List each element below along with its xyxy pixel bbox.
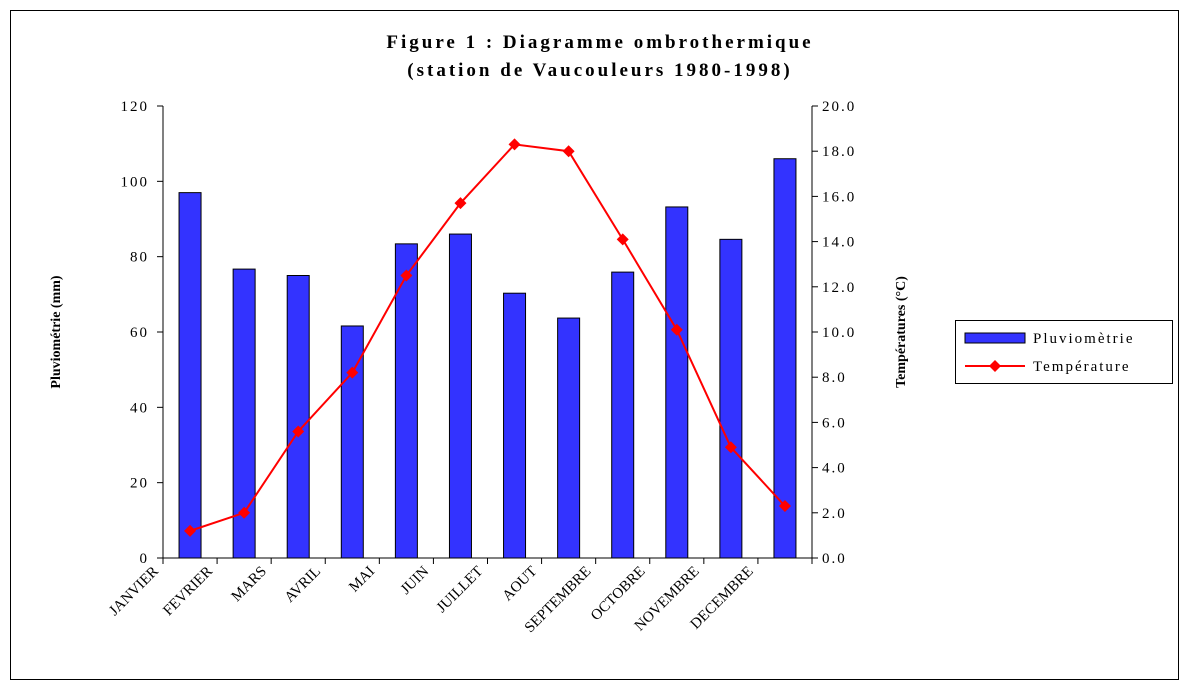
y2-tick-label: 0.0 — [822, 551, 847, 567]
y2-tick-label: 14.0 — [822, 235, 856, 251]
marker — [724, 441, 737, 454]
bar — [448, 233, 472, 559]
marker — [184, 524, 197, 537]
marker — [454, 197, 467, 210]
y-tick-label: 100 — [121, 174, 150, 190]
marker — [670, 323, 683, 336]
y2-tick-label: 16.0 — [822, 189, 856, 205]
marker — [616, 233, 629, 246]
x-tick-label: AOUT — [500, 564, 541, 605]
legend-swatch — [964, 332, 1026, 344]
bar — [232, 268, 256, 559]
x-tick-label: JANVIER — [106, 564, 162, 620]
x-tick-label: AVRIL — [282, 564, 324, 606]
y-tick-label: 40 — [130, 400, 149, 416]
y-tick-label: 60 — [130, 325, 149, 341]
y2-tick-label: 20.0 — [822, 99, 856, 115]
chart-title: Figure 1 : Diagramme ombrothermique — [386, 32, 813, 53]
marker — [400, 269, 413, 282]
x-tick-label: MARS — [229, 564, 270, 605]
legend-label: Pluviomètrie — [1033, 331, 1135, 347]
y-axis-label: Pluviométrie (mm) — [49, 275, 64, 388]
y2-tick-label: 2.0 — [822, 506, 847, 522]
legend-marker — [989, 360, 1001, 372]
bar — [178, 192, 202, 559]
y-tick-label: 0 — [140, 551, 150, 567]
y2-axis-label: Températures (°C) — [894, 276, 909, 388]
legend-label: Température — [1033, 359, 1131, 375]
x-tick-label: FEVRIER — [160, 564, 216, 620]
y-tick-label: 20 — [130, 476, 149, 492]
bar — [773, 158, 797, 559]
x-tick-label: JUIN — [398, 563, 432, 597]
y2-tick-label: 6.0 — [822, 415, 847, 431]
y2-tick-label: 18.0 — [822, 144, 856, 160]
y2-tick-label: 12.0 — [822, 280, 856, 296]
marker — [292, 425, 305, 438]
y2-tick-label: 10.0 — [822, 325, 856, 341]
y-tick-label: 80 — [130, 250, 149, 266]
marker — [508, 138, 521, 151]
bar — [503, 292, 527, 559]
bar — [286, 275, 310, 559]
marker — [778, 500, 791, 513]
legend-box — [955, 320, 1173, 384]
bar — [719, 238, 743, 559]
x-tick-label: MAI — [346, 564, 378, 596]
bar — [394, 243, 418, 559]
bar — [665, 206, 689, 559]
y-tick-label: 120 — [121, 99, 150, 115]
bar — [557, 317, 581, 559]
marker — [562, 145, 575, 158]
marker — [238, 506, 251, 519]
bar — [611, 271, 635, 559]
marker — [346, 366, 359, 379]
x-tick-label: JUILLET — [434, 564, 487, 617]
bar — [340, 325, 364, 559]
line — [189, 143, 786, 532]
chart-subtitle: (station de Vaucouleurs 1980-1998) — [407, 60, 792, 81]
y2-tick-label: 8.0 — [822, 370, 847, 386]
y2-tick-label: 4.0 — [822, 461, 847, 477]
chart-border — [10, 10, 1179, 680]
